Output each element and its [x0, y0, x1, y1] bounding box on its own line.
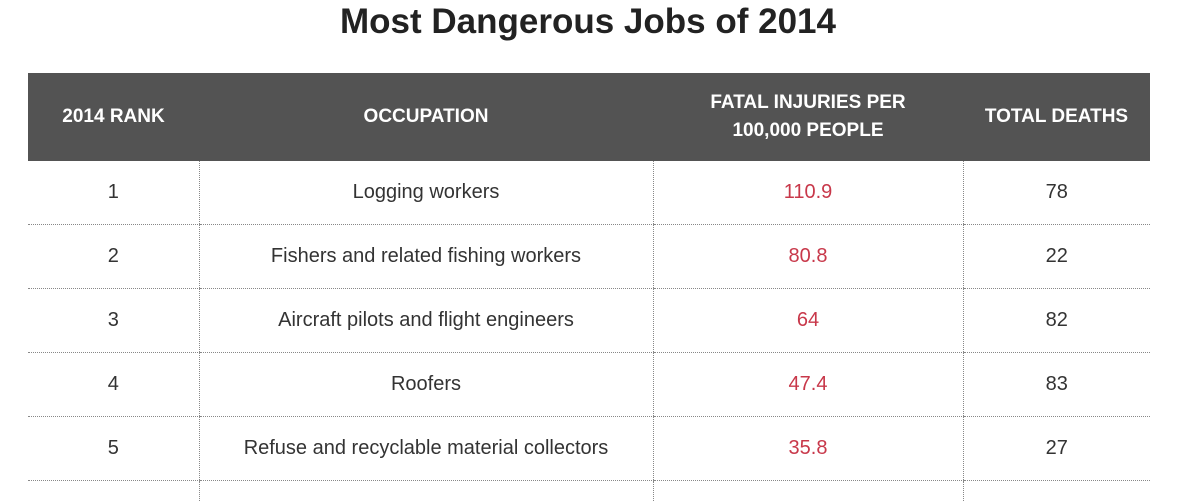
deaths-cell: 83	[963, 353, 1150, 417]
rank-cell: 1	[28, 161, 199, 225]
table-header-row: 2014 RANK OCCUPATION FATAL INJURIES PER 1…	[28, 73, 1150, 161]
empty-cell	[963, 481, 1150, 501]
page-title: Most Dangerous Jobs of 2014	[0, 0, 1176, 44]
rate-cell: 35.8	[653, 417, 963, 481]
empty-cell	[653, 481, 963, 501]
occupation-cell: Aircraft pilots and flight engineers	[199, 289, 653, 353]
rank-cell: 3	[28, 289, 199, 353]
rate-cell: 110.9	[653, 161, 963, 225]
occupation-cell: Refuse and recyclable material collector…	[199, 417, 653, 481]
rate-cell: 47.4	[653, 353, 963, 417]
dangerous-jobs-table: 2014 RANK OCCUPATION FATAL INJURIES PER 1…	[28, 73, 1150, 501]
header-rate: FATAL INJURIES PER 100,000 PEOPLE	[653, 73, 963, 161]
rank-cell: 5	[28, 417, 199, 481]
occupation-cell: Logging workers	[199, 161, 653, 225]
empty-cell	[199, 481, 653, 501]
deaths-cell: 22	[963, 225, 1150, 289]
deaths-cell: 78	[963, 161, 1150, 225]
header-deaths: TOTAL DEATHS	[963, 73, 1150, 161]
occupation-cell: Fishers and related fishing workers	[199, 225, 653, 289]
header-rank: 2014 RANK	[28, 73, 199, 161]
deaths-cell: 82	[963, 289, 1150, 353]
empty-cell	[28, 481, 199, 501]
rate-cell: 64	[653, 289, 963, 353]
rank-cell: 4	[28, 353, 199, 417]
occupation-cell: Roofers	[199, 353, 653, 417]
rate-cell: 80.8	[653, 225, 963, 289]
header-rate-line2: 100,000 PEOPLE	[732, 120, 883, 141]
header-rate-line1: FATAL INJURIES PER	[710, 92, 905, 113]
deaths-cell: 27	[963, 417, 1150, 481]
table-row-partial	[28, 481, 1150, 501]
rank-cell: 2	[28, 225, 199, 289]
header-occupation: OCCUPATION	[199, 73, 653, 161]
